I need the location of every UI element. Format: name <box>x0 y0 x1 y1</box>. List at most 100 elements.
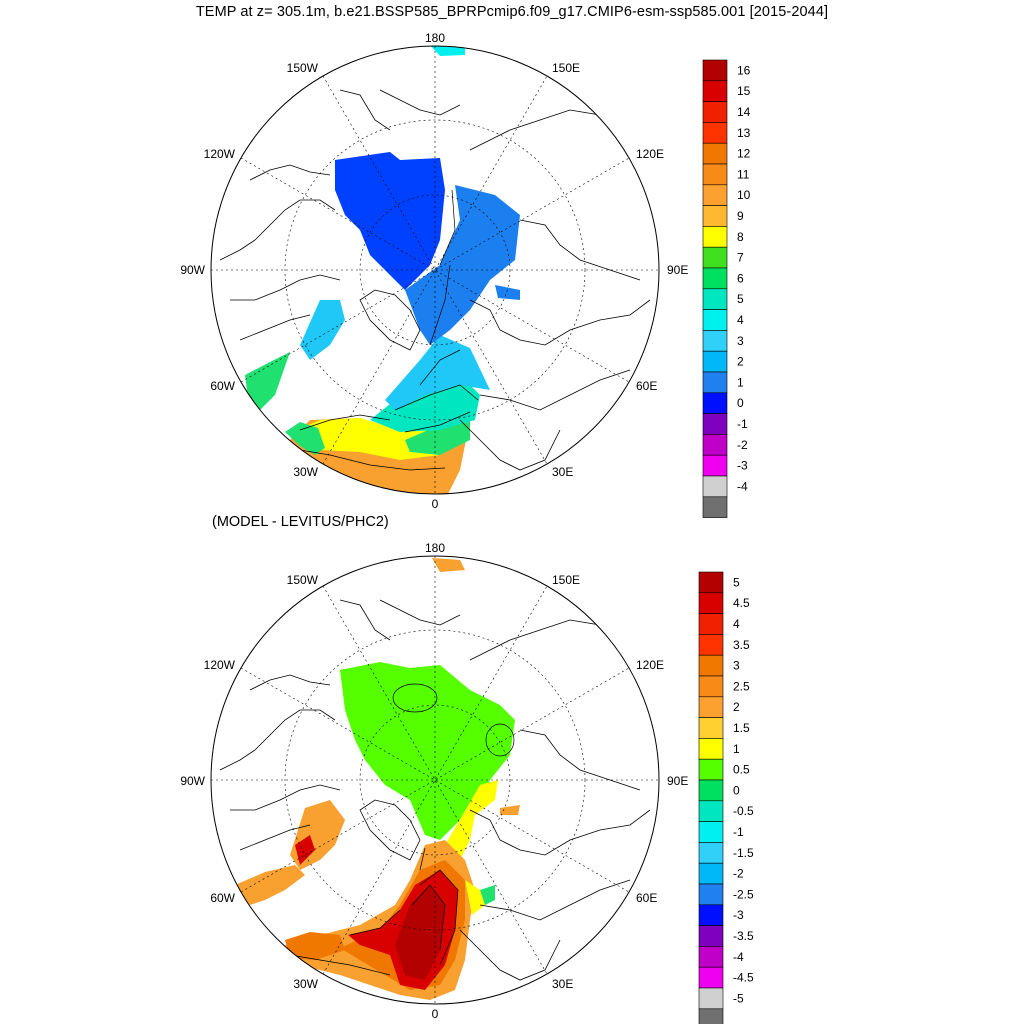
colorbar-swatch <box>698 696 724 718</box>
colorbar-swatch <box>698 925 724 947</box>
colorbar-tick-label: 12 <box>737 147 751 161</box>
colorbar-tick-label: 8 <box>737 230 744 244</box>
colorbar-swatch <box>702 205 728 227</box>
colorbar-tick-label: 6 <box>737 271 744 285</box>
colorbar-tick-label: 1.5 <box>733 721 750 735</box>
top-labrador-green <box>245 352 290 410</box>
colorbar-swatch <box>702 163 728 186</box>
colorbar-tick-label: 4 <box>737 313 744 327</box>
top-map: 180 150W 150E 120W 120E 90W 90E 60W 60E … <box>180 31 751 518</box>
colorbar-tick-label: -4 <box>737 479 748 493</box>
colorbar-swatch <box>702 475 728 498</box>
colorbar-tick-label: 1 <box>737 375 744 389</box>
colorbar-swatch <box>702 454 728 477</box>
colorbar-tick-label: 4.5 <box>733 596 750 610</box>
colorbar-swatch <box>698 571 724 594</box>
top-label-60w: 60W <box>210 379 235 393</box>
bottom-label-120e: 120E <box>636 658 664 672</box>
colorbar-tick-label: 0 <box>733 783 740 797</box>
colorbar-tick-label: 10 <box>737 188 751 202</box>
colorbar-tick-label: 7 <box>737 251 744 265</box>
top-canada-basin <box>335 152 445 290</box>
colorbar-swatch <box>702 288 728 310</box>
colorbar-swatch <box>698 613 724 635</box>
bottom-labrador-orange <box>235 865 305 905</box>
colorbar-tick-label: 0.5 <box>733 763 750 777</box>
top-contours <box>299 189 479 471</box>
top-label-120w: 120W <box>204 147 236 161</box>
top-label-60e: 60E <box>636 379 657 393</box>
bottom-label-90w: 90W <box>180 774 205 788</box>
top-label-150w: 150W <box>287 61 319 75</box>
colorbar-tick-label: -3 <box>733 908 744 922</box>
colorbar-tick-label: -2 <box>737 438 748 452</box>
colorbar-swatch <box>702 496 728 518</box>
colorbar-tick-label: 5 <box>733 575 740 589</box>
top-label-30e: 30E <box>552 465 573 479</box>
bottom-barents-yellow <box>445 780 498 860</box>
bottom-label-0: 0 <box>432 1007 439 1021</box>
colorbar-swatch <box>702 434 728 456</box>
colorbar-swatch <box>698 738 724 760</box>
colorbar-tick-label: -4 <box>733 950 744 964</box>
bottom-contours <box>289 683 515 976</box>
colorbar-swatch <box>702 122 728 144</box>
top-coastlines <box>219 89 651 471</box>
top-label-30w: 30W <box>293 465 318 479</box>
top-baffin-cyan <box>300 300 345 360</box>
top-graticule <box>211 46 659 494</box>
bottom-colorbar: 5 4.5 4 3.5 3 2.5 2 1.5 1 0.5 0 -0.5 -1 -1.5 -2 -2.5 -3 -… <box>698 571 754 1024</box>
colorbar-swatch <box>698 883 724 906</box>
colorbar-tick-label: -1 <box>737 417 748 431</box>
figure-title: TEMP at z= 305.1m, b.e21.BSSP585_BPRPcmi… <box>195 4 829 20</box>
bottom-label-90e: 90E <box>667 774 688 788</box>
bottom-map: 180 150W 150E 120W 120E 90W 90E 60W 60E … <box>180 541 754 1024</box>
colorbar-tick-label: 14 <box>737 105 751 119</box>
bottom-map-field <box>211 556 659 1004</box>
top-nordic-lightblue <box>385 335 490 410</box>
colorbar-swatch <box>702 350 728 373</box>
colorbar-tick-label: 15 <box>737 84 751 98</box>
colorbar-tick-label: -5 <box>733 991 744 1005</box>
bottom-svalbard-yellow <box>465 880 485 915</box>
colorbar-tick-label: -1.5 <box>733 846 754 860</box>
colorbar-swatch <box>698 821 724 843</box>
colorbar-swatch <box>698 779 724 802</box>
top-map-field <box>211 46 659 494</box>
top-label-90e: 90E <box>667 263 688 277</box>
bottom-graticule <box>211 556 659 1004</box>
top-label-0: 0 <box>432 497 439 511</box>
colorbar-tick-label: 13 <box>737 126 751 140</box>
colorbar-tick-label: 3 <box>733 659 740 673</box>
colorbar-tick-label: -0.5 <box>733 804 754 818</box>
colorbar-tick-label: -3.5 <box>733 929 754 943</box>
colorbar-tick-label: 3.5 <box>733 638 750 652</box>
colorbar-swatch <box>698 966 724 989</box>
colorbar-tick-label: 16 <box>737 63 751 77</box>
bottom-label-150w: 150W <box>287 573 319 587</box>
colorbar-tick-label: 0 <box>737 396 744 410</box>
top-label-180: 180 <box>425 31 445 45</box>
bottom-barents-orange <box>500 805 520 815</box>
colorbar-swatch <box>702 330 728 352</box>
colorbar-swatch <box>698 634 724 656</box>
colorbar-swatch <box>702 371 728 394</box>
colorbar-swatch <box>698 842 724 864</box>
top-eurasian-blue <box>405 185 520 345</box>
colorbar-tick-label: -4.5 <box>733 971 754 985</box>
bottom-label-120w: 120W <box>204 658 236 672</box>
colorbar-swatch <box>698 758 724 781</box>
bottom-label-30e: 30E <box>552 977 573 991</box>
colorbar-swatch <box>698 987 724 1010</box>
bottom-bering-orange <box>432 558 465 572</box>
colorbar-swatch <box>702 413 728 435</box>
bottom-label-180: 180 <box>425 541 445 555</box>
colorbar-tick-label: -3 <box>737 459 748 473</box>
colorbar-swatch <box>698 904 724 926</box>
colorbar-swatch <box>698 862 724 885</box>
colorbar-tick-label: 1 <box>733 742 740 756</box>
colorbar-swatch <box>702 246 728 269</box>
colorbar-tick-label: -2.5 <box>733 887 754 901</box>
colorbar-tick-label: 5 <box>737 292 744 306</box>
